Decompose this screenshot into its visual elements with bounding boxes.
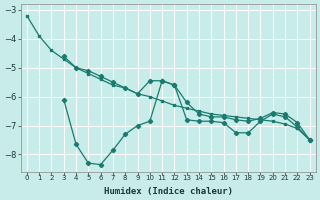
X-axis label: Humidex (Indice chaleur): Humidex (Indice chaleur) [104, 187, 233, 196]
